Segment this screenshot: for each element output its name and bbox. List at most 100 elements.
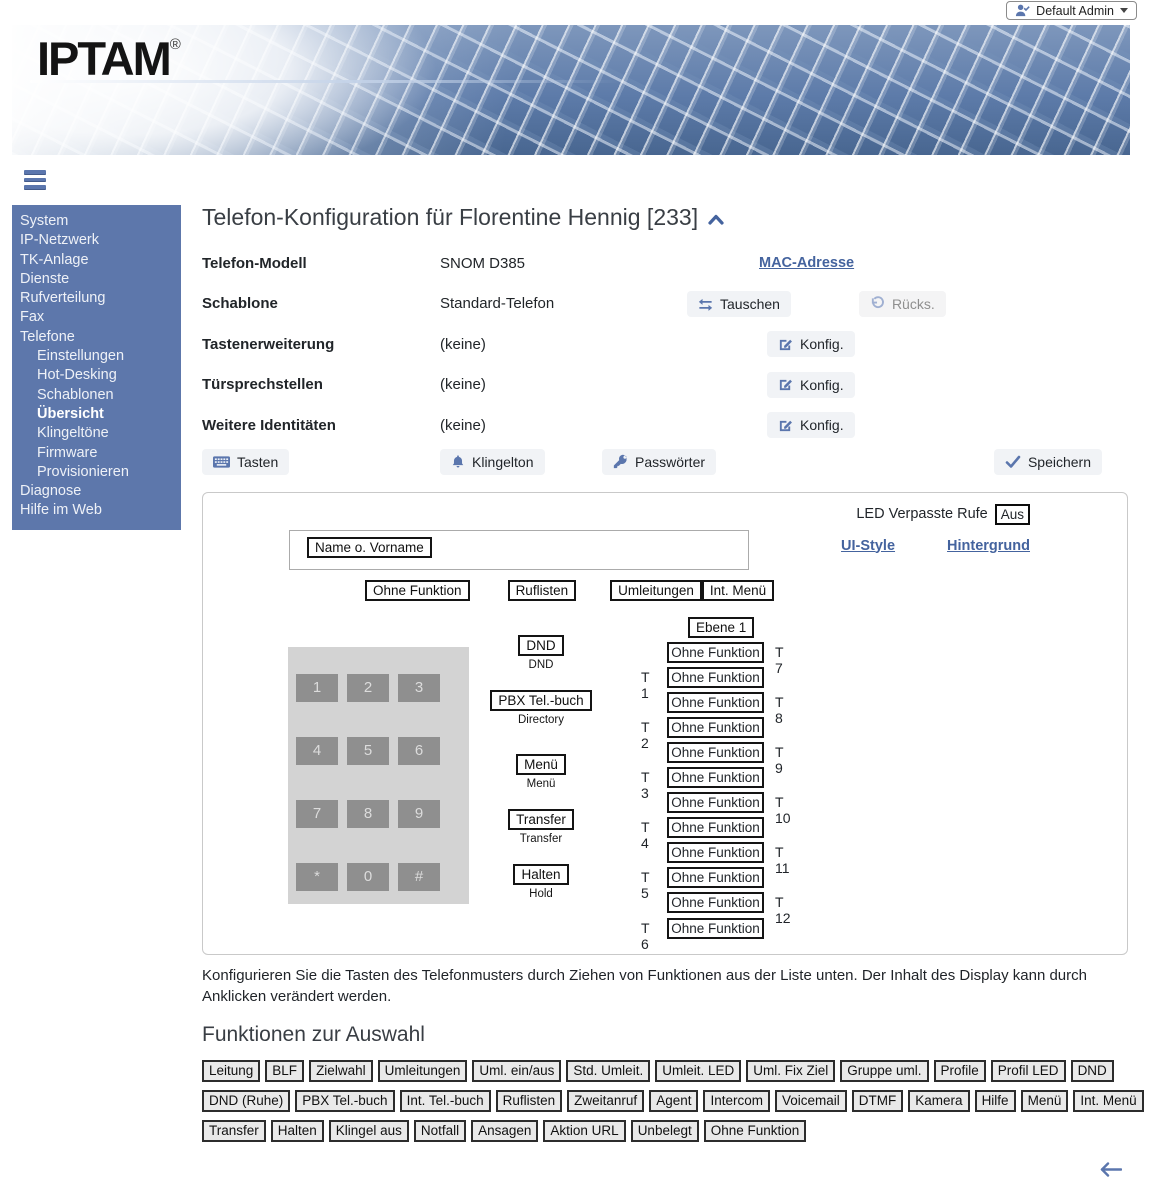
tkey-function-chip[interactable]: Ohne Funktion (667, 766, 764, 788)
keypad-key[interactable]: 6 (398, 736, 440, 765)
configure-keyext-button[interactable]: Konfig. (767, 331, 855, 358)
function-chip[interactable]: Notfall (413, 1119, 467, 1142)
function-chip[interactable]: Ruflisten (495, 1089, 563, 1112)
keypad-key[interactable]: 5 (347, 736, 389, 765)
keypad-key[interactable]: 7 (296, 799, 338, 828)
function-chip[interactable]: Int. Tel.-buch (399, 1089, 491, 1112)
function-chip[interactable]: Profile (933, 1059, 986, 1082)
function-chip[interactable]: Umleitungen (377, 1059, 468, 1082)
sidebar-item[interactable]: Hot-Desking (37, 367, 117, 384)
function-chip[interactable]: Hilfe (974, 1089, 1016, 1112)
configure-identities-button[interactable]: Konfig. (767, 412, 855, 439)
keypad-key[interactable]: 2 (347, 673, 389, 702)
function-chip[interactable]: Leitung (202, 1059, 261, 1082)
sidebar-item[interactable]: Schablonen (37, 386, 114, 403)
tkey-function-chip[interactable]: Ohne Funktion (667, 842, 764, 864)
function-chip[interactable]: DND (1070, 1059, 1114, 1082)
tkey-function-chip[interactable]: Ohne Funktion (667, 666, 764, 688)
sidebar-item[interactable]: Einstellungen (37, 348, 125, 365)
sidebar-item[interactable]: Fax (20, 309, 45, 326)
tkey-function-chip[interactable]: Ohne Funktion (667, 892, 764, 914)
function-chip[interactable]: Umleit. LED (655, 1059, 742, 1082)
function-chip[interactable]: PBX Tel.-buch (490, 689, 592, 711)
function-chip[interactable]: Uml. Fix Ziel (746, 1059, 836, 1082)
tkey-function-chip[interactable]: Ohne Funktion (667, 817, 764, 839)
function-chip[interactable]: DND (518, 634, 564, 656)
keypad-key[interactable]: 4 (296, 736, 338, 765)
keypad-key[interactable]: # (398, 862, 440, 891)
function-chip[interactable]: Halten (270, 1119, 324, 1142)
function-chip[interactable]: PBX Tel.-buch (295, 1089, 395, 1112)
ui-style-link[interactable]: UI-Style (841, 537, 896, 554)
sidebar-item[interactable]: TK-Anlage (20, 251, 89, 268)
function-chip[interactable]: Intercom (703, 1089, 770, 1112)
function-chip[interactable]: Transfer (508, 808, 574, 830)
sidebar-item[interactable]: Klingeltöne (37, 425, 109, 442)
function-chip[interactable]: Zweitanruf (567, 1089, 645, 1112)
display-text-chip[interactable]: Name o. Vorname (307, 536, 432, 558)
sidebar-item[interactable]: Übersicht (37, 405, 104, 422)
keypad-key[interactable]: * (296, 862, 338, 891)
function-chip[interactable]: DND (Ruhe) (202, 1089, 291, 1112)
keypad-key[interactable]: 0 (347, 862, 389, 891)
function-chip[interactable]: Unbelegt (630, 1119, 699, 1142)
sidebar-item[interactable]: IP-Netzwerk (20, 232, 99, 249)
tkey-function-chip[interactable]: Ohne Funktion (667, 741, 764, 763)
keypad-key[interactable]: 3 (398, 673, 440, 702)
swap-template-button[interactable]: Tauschen (687, 290, 791, 317)
background-link[interactable]: Hintergrund (947, 537, 1030, 554)
sidebar-item[interactable]: Provisionieren (37, 463, 129, 480)
function-chip[interactable]: DTMF (851, 1089, 904, 1112)
sidebar-item[interactable]: Hilfe im Web (20, 502, 102, 519)
softkey-chip[interactable]: Umleitungen (610, 579, 702, 601)
function-chip[interactable]: Transfer (202, 1119, 266, 1142)
function-chip[interactable]: Int. Menü (1073, 1089, 1144, 1112)
function-chip[interactable]: Ohne Funktion (703, 1119, 807, 1142)
sidebar-item[interactable]: Rufverteilung (20, 290, 106, 307)
tkey-function-chip[interactable]: Ohne Funktion (667, 917, 764, 939)
function-chip[interactable]: Voicemail (775, 1089, 847, 1112)
function-chip[interactable]: Ansagen (471, 1119, 539, 1142)
keypad-key[interactable]: 1 (296, 673, 338, 702)
sidebar-item[interactable]: Telefone (20, 328, 75, 345)
collapse-chevron-up-icon[interactable] (708, 214, 724, 225)
function-chip[interactable]: Std. Umleit. (566, 1059, 651, 1082)
led-missed-calls-toggle[interactable]: Aus (994, 503, 1030, 525)
save-button[interactable]: Speichern (993, 448, 1102, 475)
tkey-function-chip[interactable]: Ohne Funktion (667, 716, 764, 738)
function-chip[interactable]: Kamera (908, 1089, 970, 1112)
tkey-function-chip[interactable]: Ohne Funktion (667, 641, 764, 663)
sidebar-item[interactable]: System (20, 213, 69, 229)
function-chip[interactable]: Profil LED (990, 1059, 1066, 1082)
function-chip[interactable]: Agent (649, 1089, 699, 1112)
softkey-chip[interactable]: Ohne Funktion (365, 579, 470, 601)
user-menu-button[interactable]: Default Admin (1006, 1, 1137, 20)
tkey-function-chip[interactable]: Ohne Funktion (667, 867, 764, 889)
function-chip[interactable]: BLF (265, 1059, 305, 1082)
configure-door-button[interactable]: Konfig. (767, 371, 855, 398)
softkey-chip[interactable]: Int. Menü (701, 579, 775, 601)
tkey-function-chip[interactable]: Ohne Funktion (667, 792, 764, 814)
sidebar-item[interactable]: Firmware (37, 444, 98, 461)
function-chip[interactable]: Uml. ein/aus (472, 1059, 562, 1082)
sidebar-item[interactable]: Dienste (20, 270, 70, 287)
keypad-key[interactable]: 9 (398, 799, 440, 828)
sidebar-item[interactable]: Diagnose (20, 483, 82, 500)
function-chip[interactable]: Aktion URL (543, 1119, 626, 1142)
tkey-function-chip[interactable]: Ohne Funktion (667, 691, 764, 713)
function-chip[interactable]: Zielwahl (309, 1059, 373, 1082)
keys-button[interactable]: Tasten (202, 448, 290, 475)
keypad-key[interactable]: 8 (347, 799, 389, 828)
passwords-button[interactable]: Passwörter (602, 448, 717, 475)
function-chip[interactable]: Halten (513, 863, 569, 885)
back-button[interactable] (1100, 1162, 1123, 1182)
menu-toggle-icon[interactable] (24, 170, 46, 193)
function-chip[interactable]: Klingel aus (328, 1119, 409, 1142)
level-chip[interactable]: Ebene 1 (688, 616, 755, 638)
reset-template-button[interactable]: Rücks. (858, 290, 946, 317)
function-chip[interactable]: Menü (516, 753, 566, 775)
function-chip[interactable]: Gruppe uml. (840, 1059, 929, 1082)
softkey-chip[interactable]: Ruflisten (507, 579, 577, 601)
function-chip[interactable]: Menü (1020, 1089, 1069, 1112)
ringtone-button[interactable]: Klingelton (440, 448, 545, 475)
